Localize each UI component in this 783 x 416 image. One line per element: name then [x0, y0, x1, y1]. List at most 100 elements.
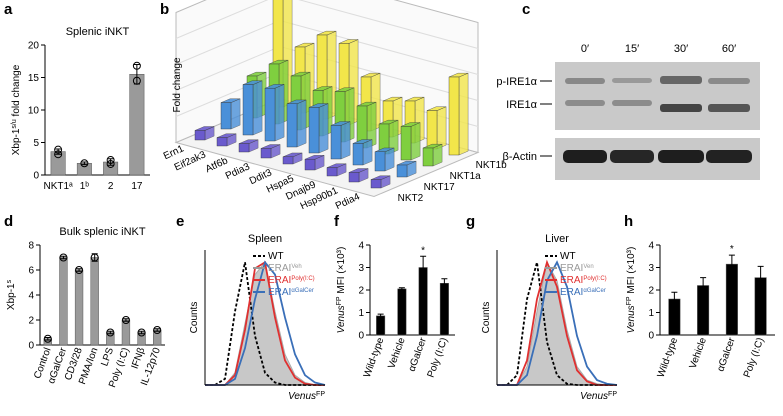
- x-tick-label: Wild-type: [362, 336, 387, 379]
- error-bar: [441, 278, 448, 289]
- legend-sup: αGalCer: [291, 288, 313, 294]
- data-point: [106, 159, 115, 168]
- label-sup: s/u: [11, 119, 18, 128]
- panel-letter: d: [4, 213, 13, 230]
- bar: [352, 143, 364, 166]
- panel-letter: c: [522, 1, 530, 18]
- label-text: Venus: [336, 305, 347, 333]
- x-tick-label: αGalcer: [407, 336, 430, 374]
- bar-side: [410, 122, 421, 161]
- band: [563, 150, 607, 163]
- blot: 0′ 15′ 30′ 60′ p-IRE1α IRE1α β-Actin: [496, 43, 760, 180]
- series-label: NKT17: [424, 182, 456, 193]
- error-bar: [728, 254, 735, 274]
- error-bar: [76, 268, 83, 272]
- bar-side: [458, 72, 469, 156]
- x-tick-label: Vehicle: [386, 336, 408, 370]
- band: [612, 100, 652, 106]
- x-tick-label: Vehicle: [688, 336, 710, 370]
- x-tick-label: Wild-type: [656, 336, 681, 379]
- panel-letter: a: [4, 1, 13, 18]
- data-point: [137, 328, 146, 337]
- legend-name: ERAI: [268, 287, 291, 298]
- y-tick-label: 4: [358, 241, 364, 252]
- bar: [216, 137, 228, 147]
- y-tick-label: 15: [28, 73, 40, 84]
- bar: [238, 143, 250, 153]
- time-label: 15′: [625, 43, 639, 55]
- data-point: [106, 156, 115, 165]
- label-sup: FP: [336, 296, 343, 305]
- data-point: [54, 150, 63, 159]
- bar: [439, 283, 449, 336]
- legend-name: ERAI: [268, 263, 291, 274]
- data-point: [43, 334, 52, 343]
- label-sup: FP: [626, 296, 633, 305]
- legend-sup: Ven: [583, 264, 593, 270]
- label-text: Fold change: [172, 57, 183, 112]
- y-tick-label: 20: [28, 41, 40, 52]
- error-bar: [60, 255, 67, 260]
- x-tick-label: Poly (I:C): [426, 336, 451, 379]
- series-label: NKT1a: [450, 171, 482, 182]
- x-tick-label: NKT1ᵃ: [43, 181, 73, 192]
- y-tick-label: 0: [648, 331, 654, 342]
- legend-sup: Veh: [291, 264, 301, 270]
- x-tick-label: Poly (I:C): [742, 336, 767, 379]
- annotation: *: [730, 244, 734, 255]
- bar: [370, 179, 382, 189]
- label-sup: FP: [608, 391, 617, 398]
- x-tick-label: 17: [131, 181, 143, 192]
- legend-entry: ERAIVeh: [268, 263, 302, 274]
- data-point: [80, 159, 89, 168]
- bar-side: [318, 103, 329, 154]
- panel-letter: h: [624, 213, 633, 230]
- error-bar: [154, 328, 161, 332]
- band: [708, 104, 750, 112]
- legend-name: ERAI: [268, 275, 291, 286]
- legend-name: ERAI: [560, 275, 583, 286]
- legend-sup: Poly(I:C): [291, 276, 314, 282]
- label-text: Counts: [189, 302, 200, 334]
- bar: [348, 172, 360, 183]
- bar: [396, 164, 408, 178]
- bar-side: [252, 80, 263, 136]
- bar-side: [340, 121, 351, 160]
- y-tick-label: 3: [358, 263, 364, 274]
- bar: [260, 148, 272, 159]
- bar: [282, 156, 294, 165]
- time-label: 60′: [722, 43, 736, 55]
- bar: [59, 257, 68, 346]
- panel-letter: g: [466, 213, 475, 230]
- error-bar: [44, 337, 51, 341]
- label-text: Venus: [580, 391, 608, 402]
- bar: [376, 315, 386, 336]
- error-bar: [671, 291, 678, 307]
- label-text: Venus: [288, 391, 316, 402]
- time-label: 0′: [581, 43, 589, 55]
- bar: [286, 103, 298, 148]
- y-tick-label: 0: [33, 171, 39, 182]
- y-axis-label: Counts: [189, 302, 200, 334]
- error-bar: [138, 330, 145, 335]
- legend-name: ERAI: [560, 263, 583, 274]
- x-tick-label: αGalcer: [715, 336, 738, 374]
- legend-entry: WT: [268, 251, 284, 262]
- y-tick-label: 1: [648, 308, 654, 319]
- chart-title: Liver: [545, 233, 569, 245]
- bar: [308, 107, 320, 154]
- label-sup: s: [6, 279, 13, 283]
- error-bar: [107, 158, 114, 166]
- legend-name: WT: [268, 251, 284, 262]
- y-tick-label: 1: [358, 308, 364, 319]
- panel-letter: f: [334, 213, 340, 230]
- legend-sup: αGalCer: [583, 288, 605, 294]
- bar-side: [274, 84, 285, 142]
- band: [706, 150, 752, 163]
- bar: [397, 288, 407, 336]
- error-bar: [377, 313, 384, 319]
- y-axis-label: Fold change: [172, 57, 183, 112]
- bar: [374, 151, 386, 172]
- band-label: β-Actin: [503, 151, 537, 163]
- label-text: Counts: [481, 302, 492, 334]
